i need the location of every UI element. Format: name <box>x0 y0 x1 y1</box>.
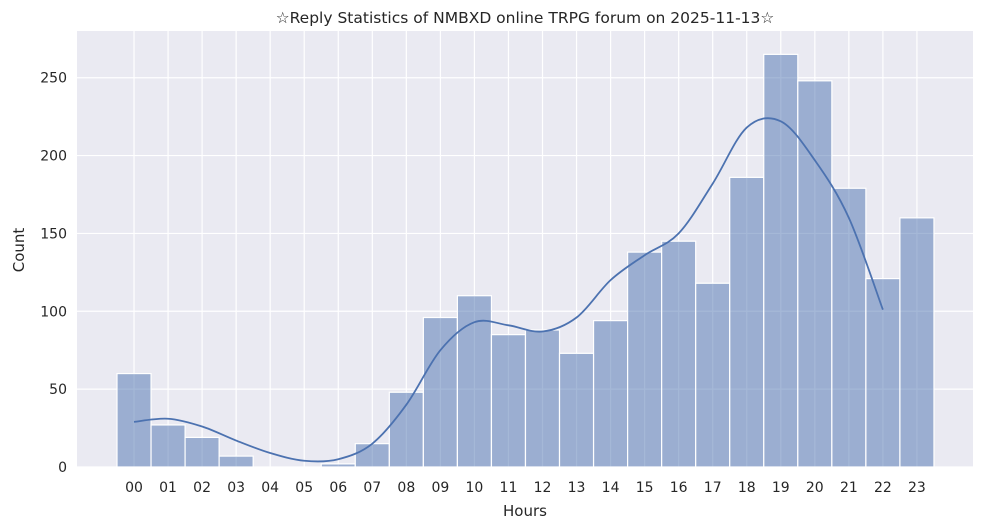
x-axis-label: Hours <box>503 502 547 520</box>
x-tick-label-08: 08 <box>397 480 415 496</box>
bar-17 <box>695 282 731 468</box>
bar-18 <box>729 176 765 468</box>
x-tick-label-03: 03 <box>227 480 245 496</box>
x-tick-label-22: 22 <box>874 480 892 496</box>
x-tick-label-15: 15 <box>636 480 654 496</box>
bar-02 <box>184 436 220 468</box>
x-tick-label-12: 12 <box>534 480 552 496</box>
bar-03 <box>218 455 254 468</box>
bar-19 <box>763 53 799 468</box>
x-tick-label-07: 07 <box>363 480 381 496</box>
kde-curve <box>133 117 884 463</box>
bar-11 <box>490 334 527 468</box>
bar-07 <box>354 443 390 468</box>
y-axis-label: Count <box>10 228 28 273</box>
x-tick-label-20: 20 <box>806 480 824 496</box>
y-tick-label: 50 <box>49 382 67 398</box>
x-tick-label-04: 04 <box>261 480 279 496</box>
bar-20 <box>797 80 833 468</box>
bar-01 <box>150 424 186 468</box>
y-tick-label: 150 <box>40 226 67 242</box>
x-tick-label-06: 06 <box>329 480 347 496</box>
x-tick-labels: 00 01 02 03 04 05 06 07 08 09 10 11 12 13 14 15 16 17 18 19… <box>125 480 926 496</box>
x-tick-label-21: 21 <box>840 480 858 496</box>
x-tick-label-11: 11 <box>500 480 518 496</box>
bar-15 <box>626 251 663 468</box>
x-tick-label-14: 14 <box>602 480 620 496</box>
y-tick-label: 0 <box>58 460 67 476</box>
bar-21 <box>831 187 867 468</box>
bar-10 <box>456 295 493 468</box>
x-tick-label-18: 18 <box>738 480 756 496</box>
y-tick-labels: 0 50 100 150 200 250 <box>40 71 67 476</box>
y-tick-label: 100 <box>40 304 67 320</box>
bar-22 <box>865 277 901 468</box>
bar-23 <box>899 217 935 468</box>
bar-14 <box>592 320 629 468</box>
bar-13 <box>558 352 595 468</box>
x-tick-label-09: 09 <box>431 480 449 496</box>
x-tick-label-02: 02 <box>193 480 211 496</box>
x-tick-label-00: 00 <box>125 480 143 496</box>
x-tick-label-17: 17 <box>704 480 722 496</box>
chart-title: ☆Reply Statistics of NMBXD online TRPG f… <box>276 9 775 27</box>
x-tick-label-16: 16 <box>670 480 688 496</box>
x-tick-label-13: 13 <box>568 480 586 496</box>
y-tick-label: 200 <box>40 149 67 165</box>
bar-16 <box>661 240 697 468</box>
x-tick-label-23: 23 <box>908 480 926 496</box>
x-tick-label-05: 05 <box>295 480 313 496</box>
x-tick-label-10: 10 <box>466 480 484 496</box>
x-tick-label-19: 19 <box>772 480 790 496</box>
y-tick-label: 250 <box>40 71 67 87</box>
x-tick-label-01: 01 <box>159 480 177 496</box>
bar-09 <box>422 316 458 468</box>
bar-12 <box>524 329 561 468</box>
bar-06 <box>320 463 356 468</box>
